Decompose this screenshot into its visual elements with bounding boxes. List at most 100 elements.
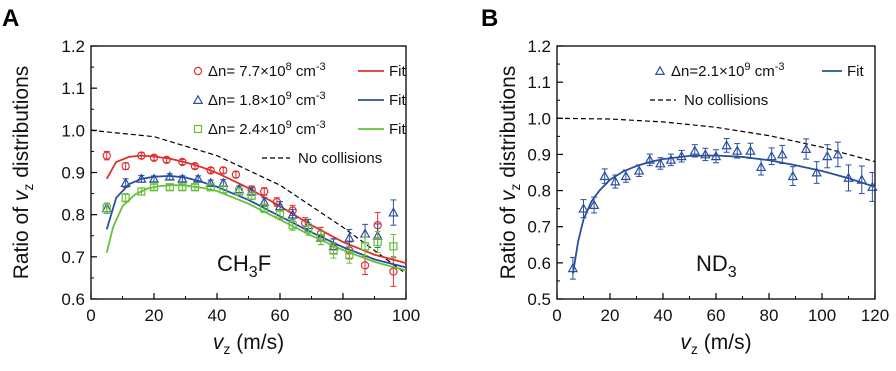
data-point <box>721 139 732 150</box>
y-tick-label: 0.6 <box>61 290 85 309</box>
y-axis-label: Ratio of vz distributions <box>10 66 36 280</box>
data-point <box>165 183 174 192</box>
legend-no-collisions-label: No collisions <box>298 150 382 167</box>
data-point <box>777 148 788 159</box>
legend-label-sup: 8 <box>286 61 292 73</box>
y-tick-label: 0.9 <box>527 145 551 164</box>
molecule-label: CH3F <box>217 251 271 281</box>
data-point <box>149 153 159 162</box>
y-tick-label: 1.0 <box>61 121 85 140</box>
molecule-label: ND3 <box>696 251 737 281</box>
data-point <box>288 221 297 230</box>
data-point <box>567 262 579 273</box>
data-point <box>287 209 298 219</box>
legend-label-sup: 9 <box>744 61 750 73</box>
y-tick-label: 1.1 <box>527 73 551 92</box>
x-axis-label: vz (m/s) <box>680 331 751 357</box>
data-point <box>190 183 200 192</box>
data-point <box>231 170 241 179</box>
data-point <box>588 199 600 209</box>
x-axis-label-sub: z <box>223 341 230 357</box>
data-point <box>856 174 867 184</box>
data-point <box>149 183 159 192</box>
legend-marker <box>193 124 203 134</box>
x-axis-label-v: v <box>680 331 692 354</box>
legend-label-part: cm <box>292 121 316 138</box>
data-point <box>700 148 711 159</box>
data-point <box>578 203 589 213</box>
data-point <box>247 191 256 200</box>
y-axis-label-sub: z <box>507 184 523 191</box>
data-point <box>136 173 147 183</box>
y-axis-label-sub: z <box>20 184 36 191</box>
data-point <box>644 154 655 164</box>
x-tick-label: 0 <box>86 306 95 325</box>
legend-label: Δn= 7.7×108 cm-3 <box>208 61 326 80</box>
data-point <box>219 166 228 175</box>
series-2 <box>102 183 407 272</box>
data-point <box>689 145 701 155</box>
fit-curve <box>105 184 407 272</box>
data-point <box>177 173 188 183</box>
x-axis-label-part: (m/s) <box>698 331 752 354</box>
data-point <box>275 210 285 219</box>
y-tick-label: 1.0 <box>527 109 551 128</box>
data-point <box>620 170 632 181</box>
panel-letter: B <box>481 5 498 32</box>
y-tick-label: 1.2 <box>61 37 85 56</box>
data-point <box>120 177 131 188</box>
x-tick-label: 80 <box>760 306 779 325</box>
legend-fit-label: Fit <box>389 63 406 80</box>
legend-no-collisions-label: No collisions <box>684 92 768 109</box>
data-point <box>162 155 171 165</box>
legend-fit-label: Fit <box>847 63 864 80</box>
no-collisions-curve <box>556 117 876 163</box>
legend-label-part: Δn=2.1×10 <box>671 63 744 80</box>
legend-label-part: cm <box>292 63 316 80</box>
data-point <box>633 165 645 175</box>
legend-fit-label: Fit <box>389 92 406 109</box>
data-point <box>755 161 767 172</box>
data-point <box>316 233 326 242</box>
y-axis-label-v: v <box>497 189 520 201</box>
data-point <box>787 170 799 181</box>
x-axis-label-part: (m/s) <box>230 331 284 354</box>
y-axis-label-part: Ratio of <box>10 201 33 279</box>
legend-label-sup: -3 <box>775 61 785 73</box>
y-tick-label: 0.8 <box>61 206 85 225</box>
legend-label-part: cm <box>292 92 316 109</box>
data-point <box>260 187 269 196</box>
data-point <box>710 150 722 161</box>
data-point <box>344 232 355 242</box>
y-axis-label-part: distributions <box>10 66 33 184</box>
data-point <box>599 170 610 181</box>
x-tick-label: 20 <box>601 306 620 325</box>
y-tick-label: 0.7 <box>527 218 551 237</box>
x-tick-label: 80 <box>334 306 353 325</box>
data-point <box>610 176 621 186</box>
legend-label-sup: -3 <box>316 61 326 73</box>
legend-label-part: cm <box>751 63 775 80</box>
legend-label-part: Δn= 7.7×10 <box>208 63 286 80</box>
y-tick-label: 0.7 <box>61 248 85 267</box>
x-tick-label: 60 <box>707 306 726 325</box>
data-point <box>304 225 313 234</box>
fit-curve <box>105 174 407 269</box>
y-tick-label: 0.8 <box>527 182 551 201</box>
data-point <box>345 250 354 259</box>
x-tick-label: 40 <box>208 306 227 325</box>
legend-label-sup: 9 <box>286 119 292 131</box>
no-collisions-curve <box>90 129 407 275</box>
panel-letter: A <box>2 5 19 32</box>
data-point <box>800 143 812 153</box>
y-tick-label: 1.2 <box>527 37 551 56</box>
legend-marker <box>193 66 203 76</box>
y-axis-label-v: v <box>10 189 33 201</box>
y-axis-label-part: Ratio of <box>497 201 520 279</box>
x-axis-label-v: v <box>213 331 225 354</box>
data-point <box>206 183 215 192</box>
legend-marker <box>192 94 204 104</box>
legend-fit-label: Fit <box>389 121 406 138</box>
